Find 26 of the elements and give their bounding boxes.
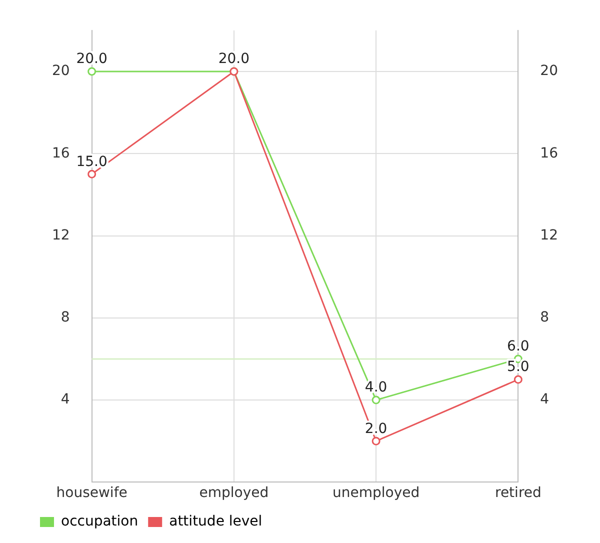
- data-label: 20.0: [76, 51, 108, 68]
- data-label: 15.0: [76, 154, 108, 170]
- y-tick-label: 12: [52, 227, 70, 244]
- y2-tick-label: 4: [540, 392, 550, 408]
- y-tick-label: 4: [60, 392, 70, 408]
- legend-label: occupation: [61, 514, 138, 530]
- y-tick-label: 20: [52, 63, 70, 80]
- x-tick-label: housewife: [56, 485, 128, 502]
- y2-tick-label: 20: [540, 63, 558, 80]
- data-label: 6.0: [507, 338, 530, 355]
- y2-tick-label: 16: [540, 145, 558, 162]
- legend-label: attitude level: [169, 514, 262, 530]
- y-tick-label: 8: [60, 310, 70, 326]
- data-label: 20.0: [218, 51, 250, 68]
- y2-tick-label: 12: [540, 227, 558, 244]
- y-tick-label: 16: [52, 145, 70, 162]
- x-tick-label: retired: [494, 485, 542, 502]
- point: [372, 396, 380, 404]
- x-tick-label: employed: [199, 485, 269, 502]
- point: [514, 375, 522, 384]
- point: [88, 67, 96, 76]
- y2-tick-label: 8: [540, 310, 550, 326]
- x-tick-label: unemployed: [332, 485, 420, 502]
- data-label: 5.0: [507, 359, 530, 376]
- point: [88, 170, 96, 178]
- point: [372, 436, 380, 446]
